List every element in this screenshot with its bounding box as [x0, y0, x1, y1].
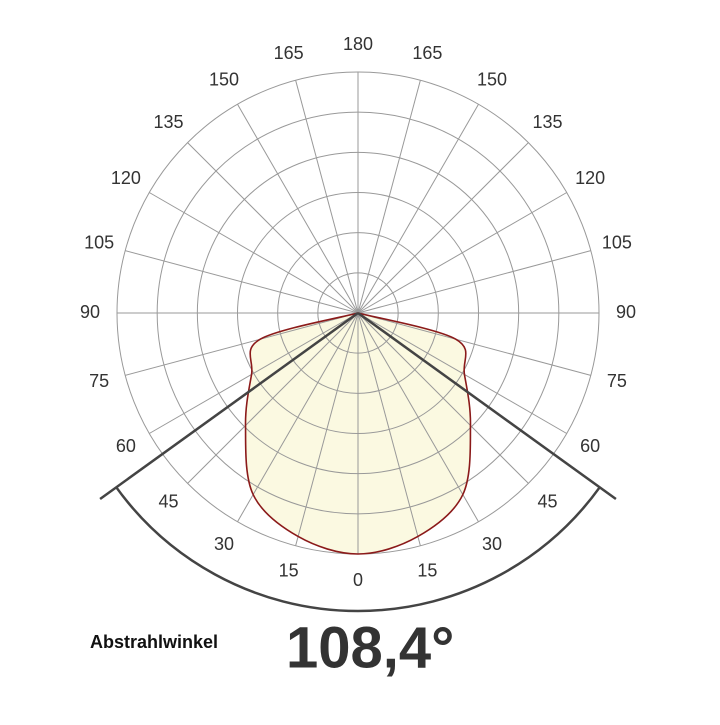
- angle-label: 15: [417, 561, 437, 581]
- beam-line: [357, 311, 617, 501]
- grid-spoke: [357, 312, 421, 546]
- angle-label: 120: [575, 168, 605, 188]
- angle-label: 30: [482, 534, 502, 554]
- angle-label: 30: [214, 534, 234, 554]
- angle-label: 0: [353, 570, 363, 590]
- angle-label: 90: [80, 302, 100, 322]
- angle-label: 165: [274, 43, 304, 63]
- angle-label: 105: [84, 232, 114, 252]
- angle-label: 165: [412, 43, 442, 63]
- angle-label: 105: [602, 232, 632, 252]
- grid-spoke: [149, 192, 359, 314]
- grid-spoke: [125, 250, 359, 314]
- angle-label: 120: [111, 168, 141, 188]
- beam-line: [99, 311, 359, 501]
- angle-label: 75: [89, 371, 109, 391]
- grid-spoke: [237, 104, 359, 314]
- grid-spoke: [149, 312, 359, 434]
- grid-spoke: [357, 80, 421, 314]
- grid-spoke: [357, 312, 567, 434]
- grid-spoke: [187, 312, 359, 484]
- grid-spoke: [357, 142, 529, 314]
- angle-label: 135: [532, 112, 562, 132]
- angle-label: 60: [116, 436, 136, 456]
- angle-label: 45: [537, 491, 557, 511]
- grid-spoke: [357, 312, 479, 522]
- angle-label: 150: [209, 70, 239, 90]
- angle-label: 150: [477, 70, 507, 90]
- distribution-curve: [357, 312, 472, 555]
- grid-spoke: [187, 142, 359, 314]
- grid-spoke: [125, 312, 359, 376]
- beam-label: Abstrahlwinkel: [90, 632, 218, 652]
- angle-label: 135: [153, 112, 183, 132]
- grid-spoke: [295, 312, 359, 546]
- grid-spoke: [357, 250, 591, 314]
- angle-label: 75: [607, 371, 627, 391]
- grid-spoke: [295, 80, 359, 314]
- angle-label: 15: [279, 561, 299, 581]
- beam-arc: [115, 486, 601, 613]
- angle-label: 45: [158, 491, 178, 511]
- distribution-curve: [244, 312, 359, 555]
- grid-spoke: [357, 192, 567, 314]
- grid-spoke: [357, 312, 591, 376]
- grid-spoke: [237, 312, 359, 522]
- angle-label: 180: [343, 34, 373, 54]
- angle-label: 90: [616, 302, 636, 322]
- grid-spoke: [357, 312, 529, 484]
- beam-value: 108,4°: [286, 615, 454, 680]
- angle-label: 60: [580, 436, 600, 456]
- grid-spoke: [357, 104, 479, 314]
